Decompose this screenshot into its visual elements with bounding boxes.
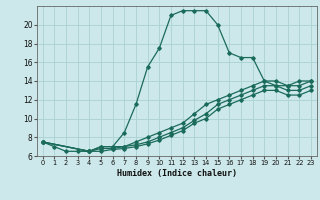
X-axis label: Humidex (Indice chaleur): Humidex (Indice chaleur) — [117, 169, 237, 178]
